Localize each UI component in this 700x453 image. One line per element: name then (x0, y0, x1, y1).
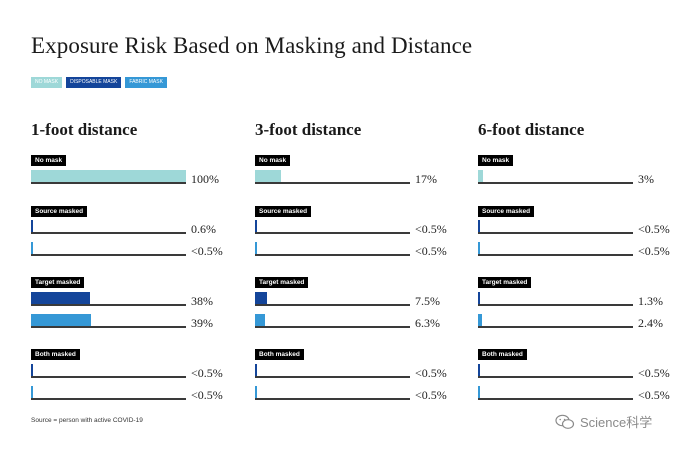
group-label: Both masked (255, 349, 304, 360)
bar-baseline (478, 398, 633, 400)
bar-baseline (31, 182, 186, 184)
group-label: Both masked (31, 349, 80, 360)
bar-value-label: 100% (191, 172, 219, 186)
bar-baseline (478, 326, 633, 328)
bar-disposable-mask (255, 220, 257, 232)
bar-baseline (478, 376, 633, 378)
bar-no-mask (478, 170, 483, 182)
panel-title: 1-foot distance (31, 120, 138, 139)
bar-fabric-mask (255, 314, 265, 326)
bar-baseline (255, 398, 410, 400)
bar-value-label: <0.5% (415, 366, 447, 380)
bar-value-label: <0.5% (415, 222, 447, 236)
watermark: Science科学 (555, 412, 652, 431)
bar-fabric-mask (255, 242, 257, 254)
bar-fabric-mask (478, 314, 482, 326)
legend-no-mask: NO MASK (31, 77, 63, 88)
bar-baseline (31, 326, 186, 328)
bar-disposable-mask (478, 220, 480, 232)
bar-value-label: <0.5% (191, 244, 223, 258)
bar-value-label: 2.4% (638, 316, 663, 330)
bar-fabric-mask (478, 242, 480, 254)
bar-disposable-mask (255, 364, 257, 376)
legend-disposable-mask: DISPOSABLE MASK (66, 77, 122, 88)
bar-no-mask (255, 170, 282, 182)
bar-fabric-mask (255, 386, 257, 398)
bar-value-label: 17% (415, 172, 437, 186)
bar-value-label: <0.5% (191, 388, 223, 402)
bar-no-mask (31, 170, 186, 182)
bar-disposable-mask (255, 292, 267, 304)
bar-value-label: 6.3% (415, 316, 440, 330)
bar-fabric-mask (31, 242, 33, 254)
bar-value-label: <0.5% (638, 244, 670, 258)
bar-baseline (255, 182, 410, 184)
bar-baseline (31, 254, 186, 256)
group-label: Target masked (255, 277, 309, 288)
bar-value-label: <0.5% (638, 388, 670, 402)
bar-baseline (31, 398, 186, 400)
bar-value-label: <0.5% (191, 366, 223, 380)
group-label: Source masked (478, 206, 535, 217)
group-label: No mask (255, 155, 291, 166)
bar-disposable-mask (31, 292, 90, 304)
bar-value-label: <0.5% (638, 222, 670, 236)
bar-value-label: <0.5% (415, 388, 447, 402)
bar-baseline (255, 376, 410, 378)
bar-baseline (478, 182, 633, 184)
bar-fabric-mask (478, 386, 480, 398)
bar-value-label: 0.6% (191, 222, 216, 236)
legend-fabric-mask: FABRIC MASK (125, 77, 167, 88)
bar-baseline (478, 254, 633, 256)
bar-disposable-mask (31, 364, 33, 376)
bar-value-label: 1.3% (638, 294, 663, 308)
bar-fabric-mask (31, 314, 92, 326)
bar-baseline (31, 304, 186, 306)
bar-disposable-mask (478, 292, 480, 304)
group-label: No mask (478, 155, 514, 166)
chart-title: Exposure Risk Based on Masking and Dista… (31, 33, 473, 58)
bar-value-label: 39% (191, 316, 213, 330)
bar-value-label: <0.5% (638, 366, 670, 380)
bar-baseline (31, 376, 186, 378)
bar-fabric-mask (31, 386, 33, 398)
bar-value-label: 38% (191, 294, 213, 308)
bar-disposable-mask (478, 364, 480, 376)
wechat-icon (555, 414, 575, 429)
bar-baseline (255, 232, 410, 234)
bar-baseline (255, 254, 410, 256)
bar-value-label: 7.5% (415, 294, 440, 308)
group-label: No mask (31, 155, 67, 166)
group-label: Both masked (478, 349, 527, 360)
watermark-text: Science科学 (580, 415, 653, 430)
bar-value-label: 3% (638, 172, 654, 186)
bar-baseline (478, 304, 633, 306)
bar-baseline (31, 232, 186, 234)
group-label: Source masked (31, 206, 88, 217)
bar-baseline (255, 304, 410, 306)
group-label: Target masked (478, 277, 532, 288)
bar-disposable-mask (31, 220, 33, 232)
source-note: Source = person with active COVID-19 (31, 417, 143, 424)
panel-title: 6-foot distance (478, 120, 585, 139)
bar-value-label: <0.5% (415, 244, 447, 258)
bar-baseline (255, 326, 410, 328)
panel-title: 3-foot distance (255, 120, 362, 139)
group-label: Source masked (255, 206, 312, 217)
bar-baseline (478, 232, 633, 234)
legend: NO MASK DISPOSABLE MASK FABRIC MASK (31, 77, 167, 88)
group-label: Target masked (31, 277, 85, 288)
